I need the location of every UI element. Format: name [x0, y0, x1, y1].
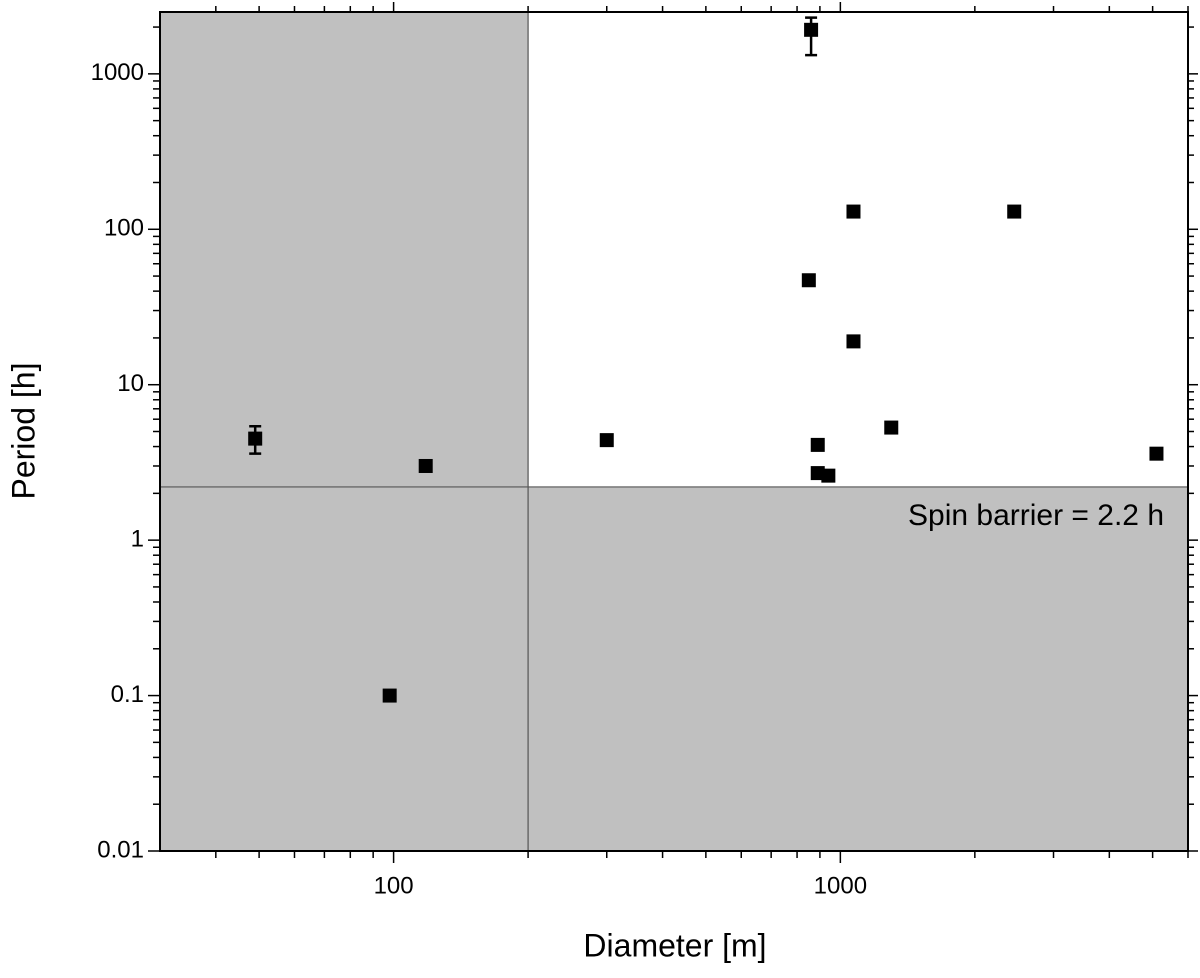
shade-bottom [160, 486, 1188, 851]
point [884, 420, 899, 435]
point [804, 22, 819, 37]
y-tick-label: 1000 [91, 59, 144, 86]
point [846, 334, 861, 349]
point [382, 688, 397, 703]
y-tick-label: 100 [104, 215, 144, 242]
y-tick-label: 0.1 [111, 681, 144, 708]
y-tick-label: 0.01 [97, 836, 144, 863]
point [810, 437, 825, 452]
point [821, 468, 836, 483]
point [599, 433, 614, 448]
point [810, 466, 825, 481]
y-tick-label: 1 [131, 525, 144, 552]
x-axis-label: Diameter [m] [583, 927, 766, 963]
point [801, 273, 816, 288]
point [1007, 204, 1022, 219]
y-axis-label: Period [h] [5, 363, 41, 500]
x-tick-label: 100 [374, 872, 414, 899]
point [418, 458, 433, 473]
annotation: Spin barrier = 2.2 h [908, 499, 1164, 532]
point [248, 431, 263, 446]
point [846, 204, 861, 219]
y-tick-label: 10 [117, 370, 144, 397]
point [1149, 446, 1164, 461]
x-tick-label: 1000 [814, 872, 867, 899]
